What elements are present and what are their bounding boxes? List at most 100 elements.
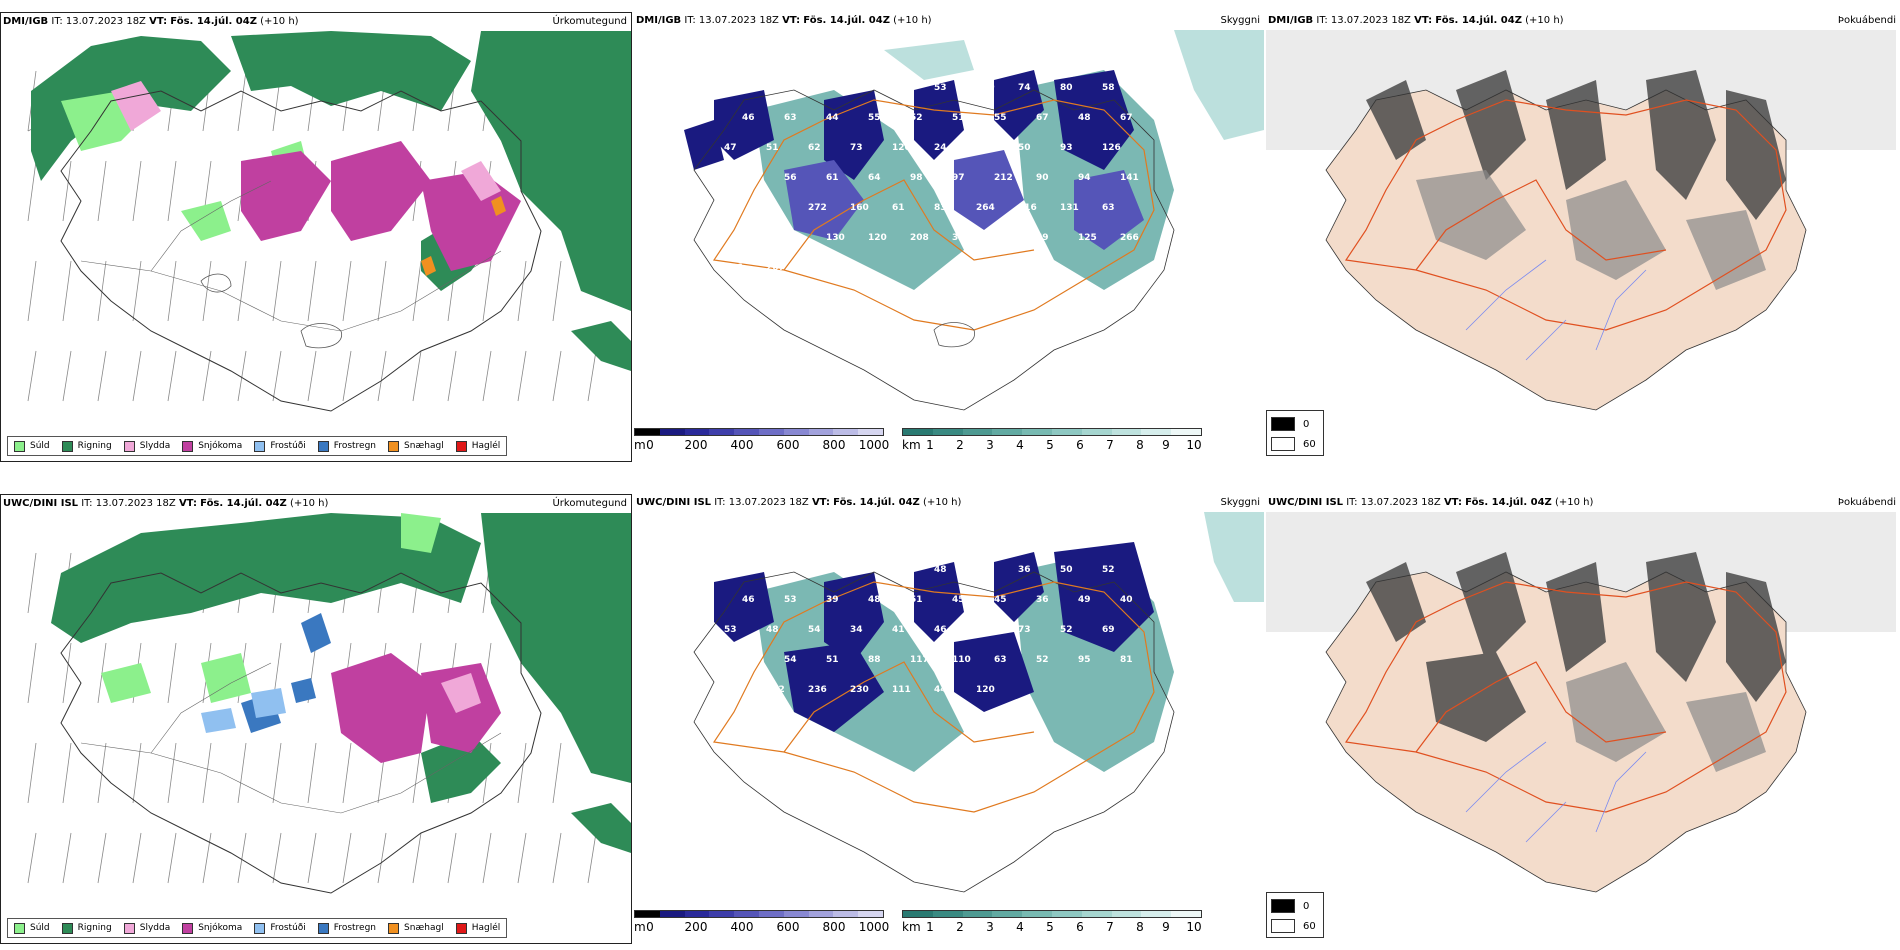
legend-item-sleet: Slydda	[123, 922, 170, 934]
colorbar-segment	[932, 429, 963, 435]
visibility-value-label: 125	[1078, 233, 1097, 243]
colorbar-segment	[709, 429, 735, 435]
visibility-value-label: 52	[1036, 655, 1049, 665]
panel-header: DMI/IGB IT: 13.07.2023 18Z VT: Fös. 14.j…	[1268, 14, 1896, 28]
sleet-area	[441, 673, 481, 713]
lead-time: (+10 h)	[1555, 497, 1594, 508]
fog-panel-top: DMI/IGB IT: 13.07.2023 18Z VT: Fös. 14.j…	[1266, 12, 1900, 462]
terrain-ticks: 0 200 400 600 800 1000	[634, 438, 889, 452]
visibility-value-label: 58	[766, 565, 779, 575]
visibility-value-label: 98	[910, 173, 923, 183]
panel-title: Þokuábendi	[1837, 497, 1896, 508]
it-label: IT:	[51, 16, 63, 27]
model-name: DMI/IGB	[1268, 15, 1314, 26]
colorbar-segment	[1051, 911, 1082, 917]
fog-panel-bottom: UWC/DINI ISL IT: 13.07.2023 18Z VT: Fös.…	[1266, 494, 1900, 944]
colorbar-segment	[635, 911, 660, 917]
legend-item-freezing-rain: Frostregn	[317, 922, 377, 934]
visibility-value-label: 64	[868, 173, 881, 183]
visibility-value-label: 44	[826, 113, 839, 123]
fog-legend-row: 0	[1271, 899, 1309, 913]
visibility-value-label: 70	[976, 625, 989, 635]
visibility-value-label: 208	[910, 233, 929, 243]
visibility-value-label: 45	[994, 595, 1007, 605]
snow-area	[331, 653, 501, 763]
visibility-value-label: 46	[934, 625, 947, 635]
terrain-unit: m	[634, 920, 646, 934]
colorbar-segment	[1111, 911, 1142, 917]
iceland-coast	[693, 571, 1175, 893]
fog-dense	[1366, 552, 1786, 742]
colorbar-segment	[833, 911, 859, 917]
iceland-coast	[693, 89, 1175, 411]
model-name: UWC/DINI ISL	[636, 497, 712, 508]
visibility-value-label: 52	[910, 113, 923, 123]
model-name: DMI/IGB	[3, 16, 49, 27]
legend-item-drizzle: Súld	[14, 440, 50, 452]
tick: 1	[926, 920, 934, 934]
precip-legend: Súld Rigning Slydda Snjókoma Frostúði Fr…	[7, 918, 508, 938]
visibility-value-label: 94	[1078, 173, 1091, 183]
fog-scale-max: 60	[1303, 920, 1316, 932]
snow-area-east	[421, 171, 521, 271]
visibility-value-label: 126	[1102, 143, 1121, 153]
vt-label: VT:	[782, 15, 801, 26]
visibility-value-label: 330	[952, 233, 971, 243]
roads	[80, 180, 502, 332]
roads	[80, 662, 502, 814]
visibility-value-label: 102	[766, 685, 785, 695]
snow-area-west	[241, 151, 331, 241]
tick: 2	[956, 920, 964, 934]
visibility-panel-top: DMI/IGB IT: 13.07.2023 18Z VT: Fös. 14.j…	[634, 12, 1264, 462]
visibility-value-label: 65	[784, 233, 797, 243]
terrain-colorbar-strip	[634, 428, 884, 436]
legend-label: Snjókoma	[198, 441, 243, 451]
freezing-rain-area	[241, 613, 331, 733]
colorbar-segment	[858, 911, 883, 917]
tick: 0	[646, 920, 654, 934]
visibility-value-label: 116	[1018, 203, 1037, 213]
visibility-value-label: 53	[724, 625, 737, 635]
vt-label: VT:	[1414, 15, 1433, 26]
vt-value: Fös. 14.júl. 04Z	[1465, 497, 1552, 508]
terrain-colorbar: m 0 200 400 600 800 1000	[634, 910, 889, 934]
colorbar-segment	[1141, 429, 1172, 435]
legend-item-snow-pellets: Snæhagl	[388, 922, 444, 934]
tick: 5	[1046, 920, 1054, 934]
vt-value: Fös. 14.júl. 04Z	[803, 15, 890, 26]
legend-label: Frostregn	[333, 441, 377, 451]
legend-label: Frostregn	[333, 923, 377, 933]
rain-area-southeast	[421, 733, 631, 853]
visibility-value-label: 49	[1078, 595, 1091, 605]
vt-value: Fös. 14.júl. 04Z	[170, 16, 257, 27]
colorbar-segment	[659, 911, 685, 917]
visibility-value-label: 236	[808, 685, 827, 695]
visibility-value-label: 95	[1078, 655, 1091, 665]
visibility-value-label: 67	[976, 143, 989, 153]
visibility-value-label: 90	[1036, 173, 1049, 183]
visibility-value-label: 81	[892, 565, 905, 575]
rain-area-northwest	[31, 36, 231, 181]
visibility-value-label: 120	[976, 685, 995, 695]
legend-item-snow: Snjókoma	[182, 922, 242, 934]
legend-item-freezing-drizzle: Frostúði	[254, 922, 306, 934]
colorbar-segment	[758, 911, 784, 917]
colorbar-segment	[684, 911, 710, 917]
roads	[1344, 581, 1787, 813]
iceland-coast	[60, 572, 542, 894]
visibility-colorbar-strip	[902, 910, 1202, 918]
it-label: IT:	[1316, 15, 1328, 26]
colorbar-segment	[1081, 911, 1112, 917]
freezing-drizzle-area	[201, 688, 286, 733]
visibility-value-label: 111	[892, 685, 911, 695]
visibility-value-label: 88	[868, 655, 881, 665]
fog-map	[1266, 512, 1896, 893]
tick: 3	[986, 438, 994, 452]
legend-label: Haglél	[471, 923, 501, 933]
visibility-colorbar: km 1 2 3 4 5 6 7 8 9 10	[902, 910, 1202, 934]
visibility-value-label: 61	[892, 203, 905, 213]
tick: 10	[1186, 438, 1202, 452]
colorbar-segment	[808, 429, 834, 435]
tick: 2	[956, 438, 964, 452]
visibility-value-label: 80	[1060, 83, 1073, 93]
